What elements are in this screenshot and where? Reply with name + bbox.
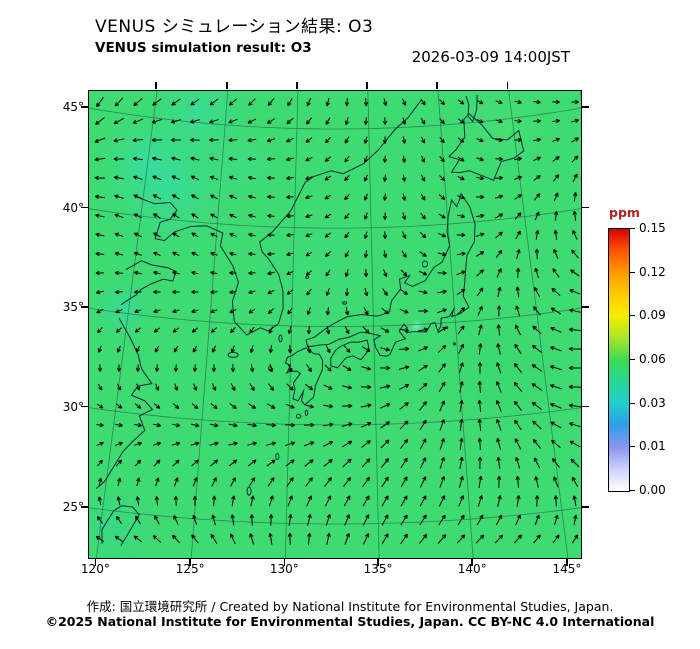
lat-tick-label-45: 45°: [62, 100, 84, 115]
axis-tick: [506, 81, 509, 89]
colorbar-tick-labels: 0.15 0.12 0.09 0.06 0.03 0.01 0.00: [630, 221, 679, 497]
lon-tick-label-120: 120°: [80, 562, 110, 576]
axis-tick: [283, 559, 286, 566]
axis-tick: [582, 106, 589, 108]
lon-tick-label-135: 135°: [363, 562, 393, 576]
title-japanese: VENUS シミュレーション結果: O3: [95, 17, 374, 37]
axis-tick: [81, 106, 88, 108]
title-english: VENUS simulation result: O3: [95, 40, 312, 56]
axis-tick: [81, 506, 88, 508]
lon-tick-label-145: 145°: [552, 562, 582, 576]
license-line: ©2025 National Institute for Environment…: [45, 614, 655, 629]
axis-tick: [189, 559, 191, 566]
credit-line: 作成: 国立環境研究所 / Created by National Instit…: [86, 599, 614, 614]
axis-tick: [155, 81, 157, 89]
colorbar-tick-0.12: 0.12: [630, 264, 666, 279]
axis-tick: [582, 206, 589, 209]
axis-tick: [366, 81, 368, 89]
lat-tick-label-40: 40°: [62, 200, 84, 215]
axis-tick: [81, 206, 88, 209]
colorbar-tick-0.09: 0.09: [630, 308, 666, 323]
axis-tick: [226, 81, 228, 89]
axis-tick: [471, 559, 473, 566]
colorbar-tick-0.01: 0.01: [630, 439, 666, 454]
lat-tick-label-30: 30°: [62, 399, 84, 414]
axis-tick: [296, 81, 298, 89]
colorbar-tick-0.00: 0.00: [630, 483, 666, 497]
axis-tick: [566, 559, 568, 566]
map-canvas: [89, 91, 581, 558]
axis-tick: [377, 559, 379, 566]
colorbar-tick-0.03: 0.03: [630, 395, 666, 410]
axis-tick: [81, 306, 88, 308]
map-frame: [88, 90, 582, 559]
axis-tick: [582, 306, 589, 308]
axis-tick: [81, 405, 88, 408]
colorbar-gradient: [608, 228, 630, 492]
lat-tick-label-25: 25°: [62, 499, 84, 514]
axis-tick: [94, 559, 97, 566]
colorbar-tick-0.15: 0.15: [630, 221, 666, 235]
lon-tick-label-125: 125°: [175, 562, 205, 576]
timestamp: 2026-03-09 14:00JST: [411, 48, 570, 66]
axis-tick: [436, 81, 438, 89]
lon-tick-label-140: 140°: [457, 562, 487, 576]
lon-tick-label-130: 130°: [269, 562, 299, 576]
axis-tick: [582, 405, 589, 408]
colorbar-unit-label: ppm: [609, 205, 640, 220]
axis-tick: [582, 506, 589, 508]
lat-tick-label-35: 35°: [62, 300, 84, 315]
colorbar-tick-0.06: 0.06: [630, 352, 666, 366]
